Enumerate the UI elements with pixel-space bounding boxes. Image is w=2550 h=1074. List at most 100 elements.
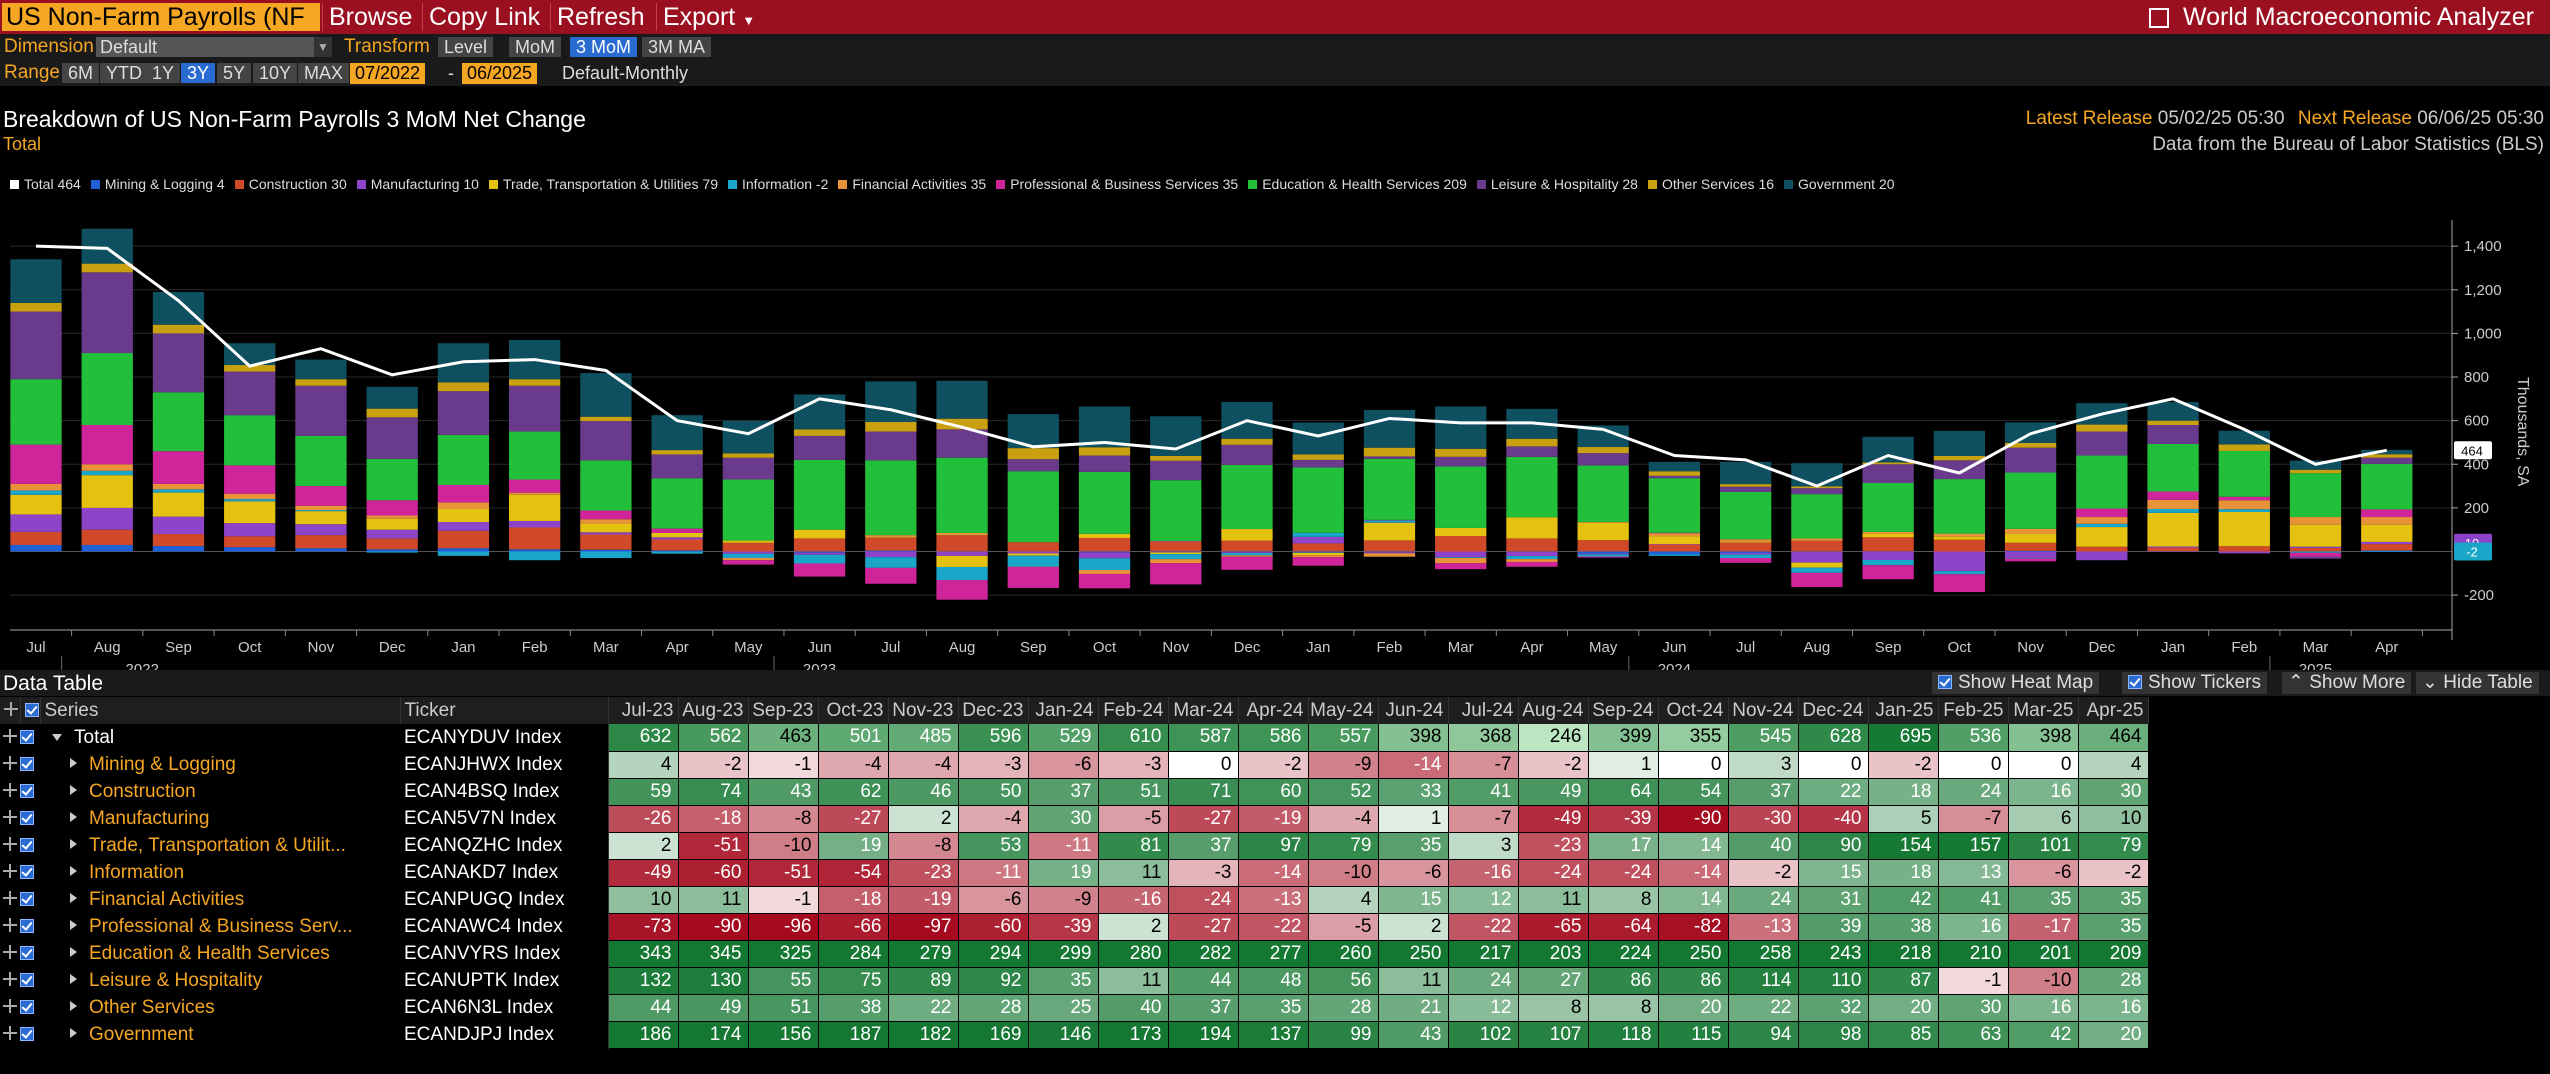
table-row[interactable]: Construction ECAN4BSQ Index 59 74 43 62 46 50 37… — [0, 778, 2149, 806]
column-header-month[interactable]: Feb-24 — [1098, 697, 1169, 724]
show-tickers-toggle[interactable]: Show Tickers — [2122, 672, 2267, 694]
transform-3mom[interactable]: 3 MoM — [570, 37, 638, 57]
export-button[interactable]: Export ▼ — [656, 3, 766, 31]
row-move-handle[interactable] — [0, 1021, 20, 1048]
series-cell[interactable]: Information — [40, 859, 400, 886]
column-header-month[interactable]: Aug-24 — [1518, 697, 1589, 724]
expand-right-icon[interactable] — [70, 757, 77, 768]
range-ytd[interactable]: YTD — [100, 63, 148, 83]
row-move-handle[interactable] — [0, 778, 20, 805]
column-header-month[interactable]: Jun-24 — [1378, 697, 1449, 724]
column-header-month[interactable]: Jul-23 — [608, 697, 679, 724]
expand-right-icon[interactable] — [70, 811, 77, 822]
column-header-month[interactable]: Apr-25 — [2078, 697, 2149, 724]
table-row[interactable]: Professional & Business Serv... ECANAWC4 … — [0, 913, 2149, 941]
show-more-button[interactable]: ⌃ Show More — [2282, 672, 2412, 694]
range-6m[interactable]: 6M — [62, 63, 100, 83]
row-move-handle[interactable] — [0, 805, 20, 832]
legend-item-manufacturing[interactable]: Manufacturing 10 — [356, 176, 479, 192]
series-cell[interactable]: Leisure & Hospitality — [40, 967, 400, 994]
row-checkbox[interactable] — [20, 724, 40, 751]
column-header-ticker[interactable]: Ticker — [400, 697, 609, 724]
expand-right-icon[interactable] — [70, 838, 77, 849]
series-cell[interactable]: Manufacturing — [40, 805, 400, 832]
row-checkbox[interactable] — [20, 751, 40, 778]
legend-item-education[interactable]: Education & Health Services 209 — [1248, 176, 1467, 192]
column-header-month[interactable]: May-24 — [1308, 697, 1379, 724]
transform-mom[interactable]: MoM — [509, 37, 561, 57]
transform-3mma[interactable]: 3M MA — [642, 37, 712, 57]
range-max[interactable]: MAX — [298, 63, 350, 83]
legend-item-government[interactable]: Government 20 — [1784, 176, 1895, 192]
column-header-month[interactable]: Mar-25 — [2008, 697, 2079, 724]
hide-table-button[interactable]: ⌄ Hide Table — [2416, 672, 2539, 694]
column-header-month[interactable]: Nov-24 — [1728, 697, 1799, 724]
legend-item-construction[interactable]: Construction 30 — [234, 176, 347, 192]
table-row[interactable]: Information ECANAKD7 Index -49 -60 -51 -54 -23… — [0, 859, 2149, 887]
legend-item-professional[interactable]: Professional & Business Services 35 — [996, 176, 1238, 192]
column-header-month[interactable]: Sep-23 — [748, 697, 819, 724]
table-row[interactable]: Manufacturing ECAN5V7N Index -26 -18 -8 -27 2-… — [0, 805, 2149, 833]
legend-item-information[interactable]: Information -2 — [727, 176, 828, 192]
copy-link-button[interactable]: Copy Link — [422, 3, 546, 31]
row-move-handle[interactable] — [0, 967, 20, 994]
expand-right-icon[interactable] — [70, 865, 77, 876]
series-cell[interactable]: Financial Activities — [40, 886, 400, 913]
row-move-handle[interactable] — [0, 994, 20, 1021]
column-header-month[interactable]: Dec-24 — [1798, 697, 1869, 724]
series-cell[interactable]: Education & Health Services — [40, 940, 400, 967]
row-move-handle[interactable] — [0, 859, 20, 886]
table-row[interactable]: Other Services ECAN6N3L Index 44 49 51 38 22 28… — [0, 994, 2149, 1022]
frequency-label[interactable]: Default-Monthly — [562, 63, 689, 83]
expand-right-icon[interactable] — [70, 919, 77, 930]
column-header-month[interactable]: Aug-23 — [678, 697, 749, 724]
row-move-handle[interactable] — [0, 751, 20, 778]
table-row[interactable]: Financial Activities ECANPUGQ Index 10 11 -1… — [0, 886, 2149, 914]
table-row[interactable]: Leisure & Hospitality ECANUPTK Index 132 13… — [0, 967, 2149, 995]
series-cell[interactable]: Mining & Logging — [40, 751, 400, 778]
series-cell[interactable]: Professional & Business Serv... — [40, 913, 400, 940]
header-move-handle[interactable] — [0, 697, 21, 724]
expand-right-icon[interactable] — [70, 892, 77, 903]
legend-item-mining[interactable]: Mining & Logging 4 — [90, 176, 225, 192]
series-cell[interactable]: Other Services — [40, 994, 400, 1021]
table-row[interactable]: Mining & Logging ECANJHWX Index 4 -2 -1 -4 -4-… — [0, 751, 2149, 779]
row-checkbox[interactable] — [20, 994, 40, 1021]
row-checkbox[interactable] — [20, 886, 40, 913]
expand-right-icon[interactable] — [70, 946, 77, 957]
column-header-month[interactable]: Oct-23 — [818, 697, 889, 724]
show-heat-map-toggle[interactable]: Show Heat Map — [1932, 672, 2100, 694]
row-checkbox[interactable] — [20, 967, 40, 994]
table-row[interactable]: Total ECANYDUV Index 632 562 463 501 485 596 529… — [0, 724, 2149, 752]
browse-button[interactable]: Browse — [322, 3, 418, 31]
date-to-input[interactable]: 06/2025 — [462, 63, 538, 84]
expand-right-icon[interactable] — [70, 1027, 77, 1038]
series-cell[interactable]: Trade, Transportation & Utilit... — [40, 832, 400, 859]
expand-right-icon[interactable] — [70, 1000, 77, 1011]
row-checkbox[interactable] — [20, 913, 40, 940]
expand-right-icon[interactable] — [70, 973, 77, 984]
legend-item-leisure[interactable]: Leisure & Hospitality 28 — [1476, 176, 1638, 192]
column-header-month[interactable]: Jul-24 — [1448, 697, 1519, 724]
table-row[interactable]: Government ECANDJPJ Index 186 174 156 187 182 1… — [0, 1021, 2149, 1049]
date-from-input[interactable]: 07/2022 — [350, 63, 426, 84]
legend-item-total[interactable]: Total 464 — [10, 176, 81, 192]
series-cell[interactable]: Government — [40, 1021, 400, 1048]
row-move-handle[interactable] — [0, 724, 20, 751]
column-header-month[interactable]: Mar-24 — [1168, 697, 1239, 724]
row-checkbox[interactable] — [20, 940, 40, 967]
row-move-handle[interactable] — [0, 886, 20, 913]
header-select-all[interactable] — [20, 697, 41, 724]
column-header-month[interactable]: Sep-24 — [1588, 697, 1659, 724]
range-5y[interactable]: 5Y — [217, 63, 252, 83]
table-row[interactable]: Education & Health Services ECANVYRS Inde… — [0, 940, 2149, 968]
column-header-series[interactable]: Series — [40, 697, 401, 724]
ticker-input[interactable]: US Non-Farm Payrolls (NF — [2, 3, 320, 31]
range-1y[interactable]: 1Y — [146, 63, 181, 83]
legend-item-other[interactable]: Other Services 16 — [1647, 176, 1774, 192]
column-header-month[interactable]: Oct-24 — [1658, 697, 1729, 724]
table-row[interactable]: Trade, Transportation & Utilit... ECANQZH… — [0, 832, 2149, 860]
column-header-month[interactable]: Jan-25 — [1868, 697, 1939, 724]
expand-down-icon[interactable] — [52, 733, 62, 741]
legend-item-trade[interactable]: Trade, Transportation & Utilities 79 — [488, 176, 718, 192]
